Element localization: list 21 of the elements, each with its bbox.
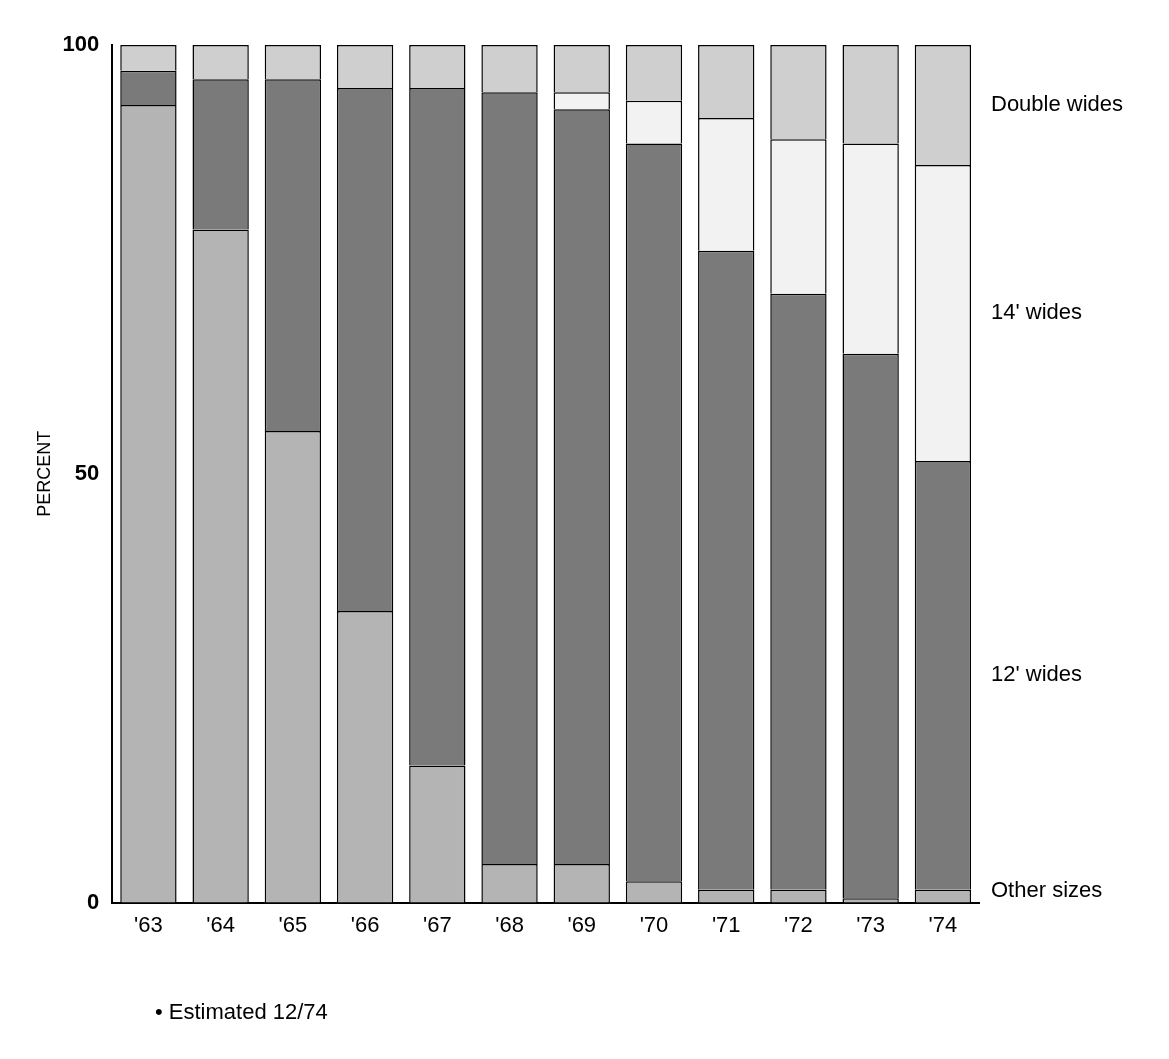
series-label: Other sizes <box>991 876 1103 902</box>
series-label: 14' wides <box>991 299 1083 325</box>
x-tick-label: '69 <box>567 911 597 937</box>
x-tick-label: '65 <box>278 911 308 937</box>
x-tick-label: '70 <box>639 911 669 937</box>
series-label: 12' wides <box>991 661 1083 687</box>
series-label: Double wides <box>991 91 1124 117</box>
y-tick-label: 50 <box>74 459 100 485</box>
x-tick-label: '66 <box>350 911 380 937</box>
x-tick-label: '67 <box>422 911 452 937</box>
y-tick-label: 0 <box>87 888 100 914</box>
x-tick-label: '74 <box>928 911 958 937</box>
x-tick-label: '73 <box>856 911 885 937</box>
y-tick-label: 100 <box>62 31 100 57</box>
x-tick-label: '71 <box>711 911 741 937</box>
x-tick-label: '64 <box>206 911 235 937</box>
y-axis-title: PERCENT <box>33 430 54 517</box>
text: • Estimated 12/74 <box>155 998 328 1024</box>
x-tick-label: '72 <box>784 911 813 937</box>
x-tick-label: '68 <box>495 911 524 937</box>
x-tick-label: '63 <box>134 911 163 937</box>
